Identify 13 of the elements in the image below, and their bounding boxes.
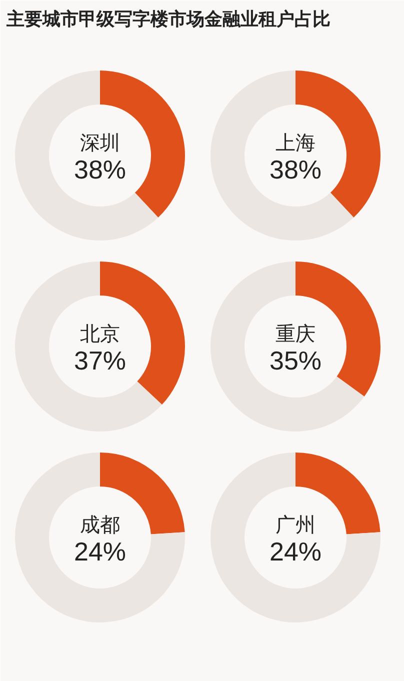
- text: 深圳: [80, 130, 120, 154]
- text: 成都: [80, 512, 120, 536]
- text: 上海: [276, 130, 316, 154]
- text: 24%: [269, 536, 322, 566]
- text: 北京: [80, 322, 120, 346]
- text: 重庆: [276, 322, 316, 346]
- text: 24%: [74, 536, 126, 566]
- text: 35%: [269, 346, 322, 376]
- text: 广州: [276, 512, 316, 536]
- text: 37%: [74, 346, 126, 376]
- text: 38%: [269, 154, 322, 184]
- chart-title: 主要城市甲级写字楼市场金融业租户占比: [6, 9, 330, 30]
- text: 38%: [74, 154, 126, 184]
